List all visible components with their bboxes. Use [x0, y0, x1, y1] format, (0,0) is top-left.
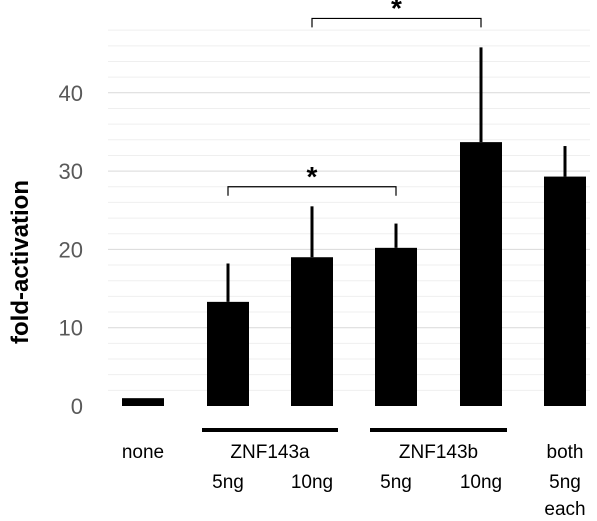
bar: [207, 301, 249, 406]
significance-marker: *: [391, 0, 402, 23]
bar: [544, 176, 586, 406]
y-tick-label: 10: [59, 316, 83, 341]
sub-label: 5ng: [380, 472, 412, 493]
y-tick-labels: 0 10 20 30 40: [59, 81, 83, 419]
y-axis-label: fold-activation: [7, 180, 34, 344]
y-tick-label: 40: [59, 81, 83, 106]
y-tick-label: 20: [59, 237, 83, 262]
group-underline: [370, 428, 507, 432]
bar: [375, 247, 417, 406]
significance-bracket: [227, 186, 397, 196]
bars: [122, 142, 586, 406]
sub-label: 10ng: [460, 472, 502, 493]
y-tick-label: 0: [71, 394, 83, 419]
bar: [122, 398, 164, 406]
gridlines: [108, 29, 590, 391]
significance-bracket: [311, 17, 482, 28]
y-tick-label: 30: [59, 159, 83, 184]
bar: [291, 257, 333, 406]
significance-brackets: **: [227, 0, 482, 196]
x-axis-labels: none ZNF143a ZNF143b both 5ng 10ng 5ng 10ng 5ng e…: [122, 428, 586, 520]
group-label: ZNF143a: [230, 442, 310, 463]
bar: [460, 142, 502, 406]
sub-label: 5ng: [549, 472, 581, 493]
group-label: both: [547, 442, 584, 463]
sub-label: each: [544, 499, 585, 520]
group-underline: [202, 428, 338, 432]
significance-marker: *: [307, 161, 318, 192]
group-label: none: [122, 442, 164, 463]
error-bars: [226, 47, 567, 302]
sub-label: 5ng: [212, 472, 244, 493]
sub-label: 10ng: [291, 472, 333, 493]
group-label: ZNF143b: [399, 442, 478, 463]
